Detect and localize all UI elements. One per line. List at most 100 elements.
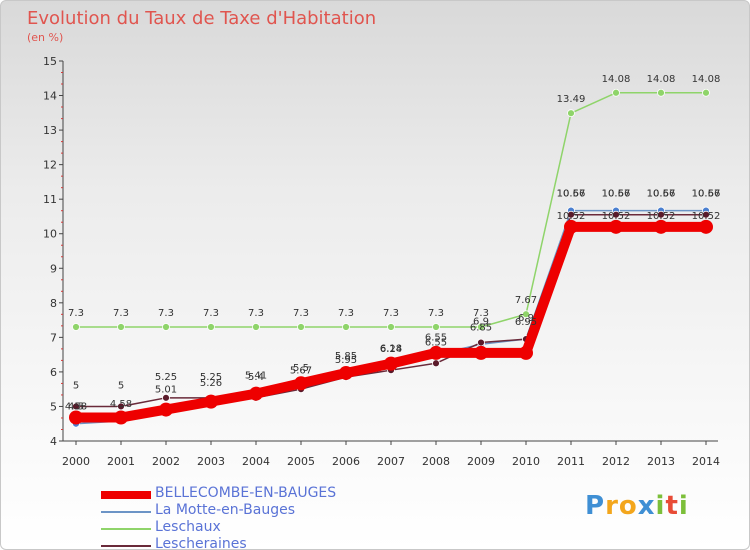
data-label: 5.01	[155, 384, 177, 395]
series-point-0	[339, 365, 353, 380]
data-label: 5.5	[293, 363, 309, 374]
series-point-2	[702, 88, 710, 97]
data-label: 7.67	[515, 295, 537, 306]
legend-label: Leschaux	[155, 519, 221, 535]
series-point-0	[159, 402, 173, 417]
data-label: 14.08	[602, 74, 631, 85]
x-tick-label: 2003	[197, 455, 225, 468]
data-label: 10.56	[692, 189, 721, 200]
data-label: 13.49	[557, 94, 586, 105]
series-point-2	[72, 323, 80, 331]
x-tick-label: 2002	[152, 455, 180, 468]
x-tick-label: 2000	[62, 455, 90, 468]
legend-swatch	[101, 511, 151, 513]
data-label: 5.41	[245, 371, 267, 382]
data-label: 7.3	[428, 308, 444, 319]
series-point-3	[657, 210, 665, 219]
data-label: 5	[73, 380, 79, 391]
series-point-2	[387, 323, 395, 331]
legend-swatch	[101, 491, 151, 499]
series-point-0	[429, 345, 443, 360]
unit-label: (en %)	[27, 31, 64, 44]
data-label: 10.56	[647, 189, 676, 200]
y-tick-label: 5	[50, 400, 57, 413]
x-tick-label: 2005	[287, 455, 315, 468]
data-label: 5.67	[290, 365, 312, 376]
logo-letter: i	[655, 491, 666, 521]
logo-letter: x	[637, 491, 656, 521]
series-point-0	[699, 219, 713, 234]
data-label: 10.52	[692, 211, 721, 222]
data-label: 5.4	[248, 372, 264, 383]
data-label: 6.24	[380, 344, 402, 355]
logo-letter: t	[665, 491, 679, 521]
data-label: 7.3	[203, 308, 219, 319]
data-label: 5.26	[200, 378, 222, 389]
y-tick-label: 11	[43, 193, 57, 206]
proxiti-logo: Proxiti	[585, 491, 689, 521]
data-label: 14.08	[647, 74, 676, 85]
series-point-2	[612, 88, 620, 97]
series-point-2	[657, 88, 665, 97]
x-tick-label: 2012	[602, 455, 630, 468]
data-label: 6.55	[425, 337, 447, 348]
data-label: 14.08	[692, 74, 721, 85]
x-tick-label: 2011	[557, 455, 585, 468]
series-point-2	[252, 323, 260, 331]
y-tick-label: 13	[43, 124, 57, 137]
series-point-0	[114, 410, 128, 425]
legend-label: La Motte-en-Bauges	[155, 502, 296, 518]
series-point-0	[609, 219, 623, 234]
data-label: 5.25	[155, 372, 177, 383]
series-point-0	[294, 376, 308, 391]
series-point-0	[519, 345, 533, 360]
data-label: 4.58	[110, 399, 132, 410]
y-tick-label: 7	[50, 331, 57, 344]
x-tick-label: 2004	[242, 455, 270, 468]
y-tick-label: 12	[43, 159, 57, 172]
series-point-3	[612, 210, 620, 219]
logo-letter: i	[678, 491, 689, 521]
data-label: 6.95	[515, 317, 537, 328]
chart-title: Evolution du Taux de Taxe d'Habitation	[27, 8, 377, 29]
data-label: 7.3	[248, 308, 264, 319]
data-label: 7.3	[293, 308, 309, 319]
data-label: 7.3	[473, 308, 489, 319]
data-label: 10.67	[692, 189, 721, 200]
series-point-3	[162, 393, 170, 402]
series-point-2	[162, 323, 170, 331]
data-label: 7.3	[338, 308, 354, 319]
series-point-0	[654, 219, 668, 234]
series-point-2	[342, 323, 350, 331]
data-label: 5.25	[200, 372, 222, 383]
logo-letter: o	[618, 491, 638, 521]
data-label: 10.67	[647, 189, 676, 200]
series-point-2	[567, 109, 575, 118]
data-label: 5.95	[335, 355, 357, 366]
y-tick-label: 14	[43, 90, 57, 103]
data-label: 10.56	[557, 189, 586, 200]
series-point-2	[207, 323, 215, 331]
series-point-3	[72, 402, 80, 411]
series-point-0	[204, 394, 218, 409]
data-label: 10.52	[557, 211, 586, 222]
data-label: 4.58	[65, 402, 87, 413]
series-point-0	[384, 356, 398, 371]
data-label: 6.9	[518, 313, 534, 324]
logo-letter: r	[605, 491, 619, 521]
series-point-3	[477, 338, 485, 347]
y-tick-label: 4	[50, 435, 57, 448]
series-point-0	[564, 219, 578, 234]
data-label: 6.9	[473, 317, 489, 328]
x-tick-label: 2010	[512, 455, 540, 468]
data-label: 7.3	[113, 308, 129, 319]
data-label: 5.85	[335, 351, 357, 362]
series-point-0	[69, 410, 83, 425]
series-point-2	[477, 323, 485, 331]
series-point-0	[249, 386, 263, 401]
x-tick-label: 2007	[377, 455, 405, 468]
x-tick-label: 2001	[107, 455, 135, 468]
y-tick-label: 8	[50, 297, 57, 310]
x-tick-label: 2006	[332, 455, 360, 468]
